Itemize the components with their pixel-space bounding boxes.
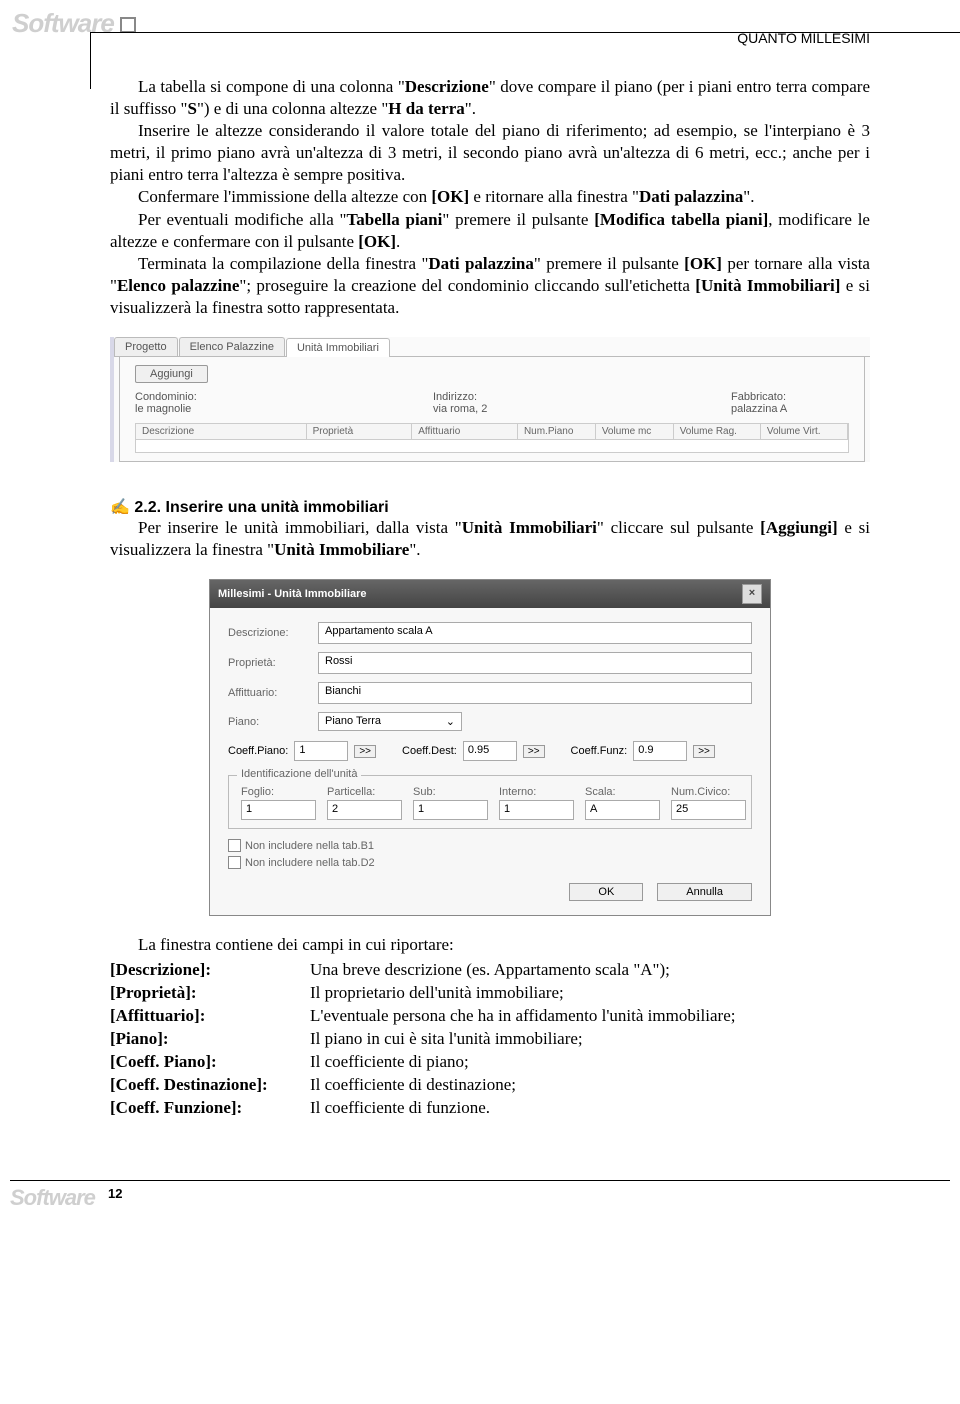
interno-input[interactable]: 1 <box>499 800 574 820</box>
field-row: [Coeff. Destinazione]:Il coefficiente di… <box>110 1074 870 1097</box>
ok-button[interactable]: OK <box>569 883 643 901</box>
heading-2-2: ✍ 2.2. Inserire una unità immobiliari <box>110 497 870 517</box>
piano-label: Piano: <box>228 716 318 728</box>
coeff-dest-step-button[interactable]: >> <box>523 745 545 758</box>
field-desc: Una breve descrizione (es. Appartamento … <box>310 959 870 982</box>
sub-input[interactable]: 1 <box>413 800 488 820</box>
sub-label: Sub: <box>413 786 481 798</box>
footer-rule: Software 12 <box>10 1180 950 1181</box>
identificazione-legend: Identificazione dell'unità <box>237 768 361 780</box>
para-1: La tabella si compone di una colonna "De… <box>110 76 870 120</box>
col-header: Volume Virt. <box>761 424 848 439</box>
field-desc: Il piano in cui è sita l'unità immobilia… <box>310 1028 870 1051</box>
scala-input[interactable]: A <box>585 800 660 820</box>
col-header: Proprietà <box>307 424 413 439</box>
field-label: [Coeff. Piano]: <box>110 1051 310 1074</box>
descrizione-input[interactable]: Appartamento scala A <box>318 622 752 644</box>
identificazione-fieldset: Identificazione dell'unità Foglio:1 Part… <box>228 775 752 829</box>
indirizzo-label: Indirizzo: <box>433 391 477 403</box>
hand-icon: ✍ <box>110 499 130 516</box>
para-3: Confermare l'immissione della altezze co… <box>110 186 870 208</box>
chevron-down-icon: ⌄ <box>446 715 455 728</box>
coeff-piano-label: Coeff.Piano: <box>228 745 288 757</box>
field-row: [Coeff. Piano]:Il coefficiente di piano; <box>110 1051 870 1074</box>
piano-select[interactable]: Piano Terra⌄ <box>318 712 462 731</box>
coeff-piano-step-button[interactable]: >> <box>354 745 376 758</box>
particella-input[interactable]: 2 <box>327 800 402 820</box>
col-header: Affittuario <box>412 424 518 439</box>
sec22-para: Per inserire le unità immobiliari, dalla… <box>110 517 870 561</box>
para-2: Inserire le altezze considerando il valo… <box>110 120 870 186</box>
tabs: Progetto Elenco Palazzine Unità Immobili… <box>114 337 870 357</box>
field-row: [Descrizione]:Una breve descrizione (es.… <box>110 959 870 982</box>
col-header: Num.Piano <box>518 424 596 439</box>
field-row: [Coeff. Funzione]:Il coefficiente di fun… <box>110 1097 870 1120</box>
tab-elenco-palazzine[interactable]: Elenco Palazzine <box>179 337 285 356</box>
col-header: Volume Rag. <box>674 424 761 439</box>
checkbox-d2[interactable]: Non includere nella tab.D2 <box>228 856 752 869</box>
fields-definition-list: [Descrizione]:Una breve descrizione (es.… <box>110 959 870 1120</box>
page-number: 12 <box>108 1186 122 1201</box>
col-header: Volume mc <box>596 424 674 439</box>
coeff-dest-label: Coeff.Dest: <box>402 745 457 757</box>
civico-input[interactable]: 25 <box>671 800 746 820</box>
scala-label: Scala: <box>585 786 653 798</box>
para-4: Per eventuali modifiche alla "Tabella pi… <box>110 209 870 253</box>
footer-watermark: Software <box>10 1185 95 1211</box>
screenshot-unita-dialog: Millesimi - Unità Immobiliare × Descrizi… <box>209 579 771 916</box>
field-desc: Il coefficiente di funzione. <box>310 1097 870 1120</box>
coeff-piano-input[interactable]: 1 <box>294 741 348 761</box>
close-icon[interactable]: × <box>742 584 762 604</box>
tab-progetto[interactable]: Progetto <box>114 337 178 356</box>
foglio-label: Foglio: <box>241 786 309 798</box>
field-desc: Il proprietario dell'unità immobiliare; <box>310 982 870 1005</box>
proprieta-label: Proprietà: <box>228 657 318 669</box>
field-label: [Proprietà]: <box>110 982 310 1005</box>
coeff-dest-input[interactable]: 0.95 <box>463 741 517 761</box>
annulla-button[interactable]: Annulla <box>657 883 752 901</box>
particella-label: Particella: <box>327 786 395 798</box>
indirizzo-value: via roma, 2 <box>433 403 487 415</box>
field-label: [Coeff. Funzione]: <box>110 1097 310 1120</box>
fabbricato-value: palazzina A <box>731 403 787 415</box>
para-6: La finestra contiene dei campi in cui ri… <box>110 934 870 956</box>
field-row: [Proprietà]:Il proprietario dell'unità i… <box>110 982 870 1005</box>
foglio-input[interactable]: 1 <box>241 800 316 820</box>
checkbox-b1[interactable]: Non includere nella tab.B1 <box>228 839 752 852</box>
table-header: DescrizioneProprietàAffittuarioNum.Piano… <box>135 423 849 440</box>
coeff-funz-input[interactable]: 0.9 <box>633 741 687 761</box>
field-desc: Il coefficiente di piano; <box>310 1051 870 1074</box>
dialog-titlebar: Millesimi - Unità Immobiliare × <box>210 580 770 608</box>
civico-label: Num.Civico: <box>671 786 739 798</box>
screenshot-unita-list: Progetto Elenco Palazzine Unità Immobili… <box>110 337 870 462</box>
descrizione-label: Descrizione: <box>228 627 318 639</box>
field-label: [Piano]: <box>110 1028 310 1051</box>
proprieta-input[interactable]: Rossi <box>318 652 752 674</box>
table-body-empty <box>135 440 849 453</box>
condominio-label: Condominio: <box>135 391 197 403</box>
field-desc: Il coefficiente di destinazione; <box>310 1074 870 1097</box>
tab-unita-immobiliari[interactable]: Unità Immobiliari <box>286 338 390 357</box>
coeff-funz-step-button[interactable]: >> <box>693 745 715 758</box>
field-desc: L'eventuale persona che ha in affidament… <box>310 1005 870 1028</box>
aggiungi-button[interactable]: Aggiungi <box>135 365 208 383</box>
field-label: [Coeff. Destinazione]: <box>110 1074 310 1097</box>
field-label: [Descrizione]: <box>110 959 310 982</box>
field-label: [Affittuario]: <box>110 1005 310 1028</box>
coeff-funz-label: Coeff.Funz: <box>571 745 628 757</box>
page-section-title: QUANTO MILLESIMI <box>110 30 870 46</box>
interno-label: Interno: <box>499 786 567 798</box>
affittuario-label: Affittuario: <box>228 687 318 699</box>
field-row: [Piano]:Il piano in cui è sita l'unità i… <box>110 1028 870 1051</box>
affittuario-input[interactable]: Bianchi <box>318 682 752 704</box>
field-row: [Affittuario]:L'eventuale persona che ha… <box>110 1005 870 1028</box>
col-header: Descrizione <box>136 424 307 439</box>
fabbricato-label: Fabbricato: <box>731 391 786 403</box>
para-5: Terminata la compilazione della finestra… <box>110 253 870 319</box>
condominio-value: le magnolie <box>135 403 191 415</box>
